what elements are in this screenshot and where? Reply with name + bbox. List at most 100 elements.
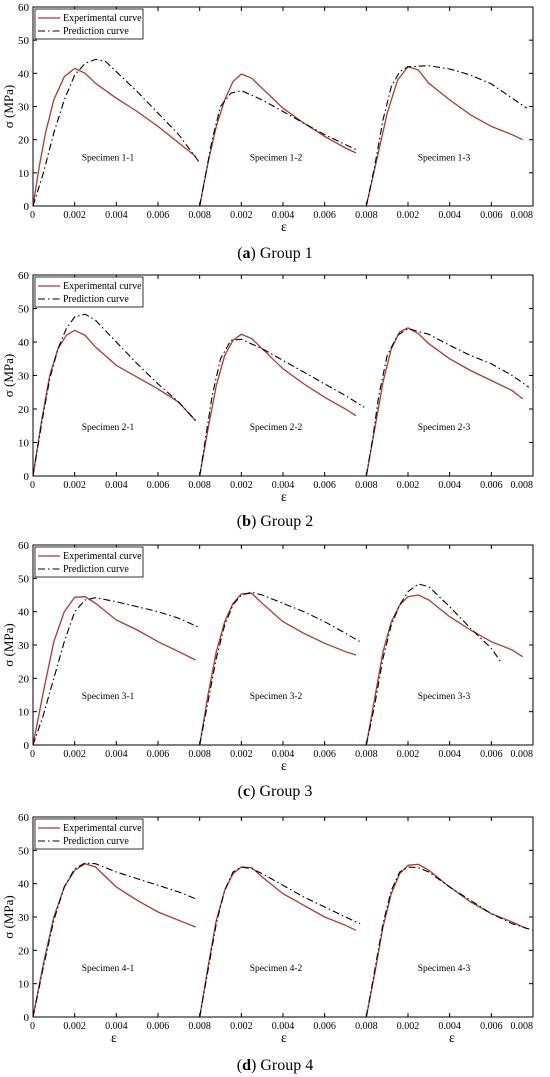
x-axis-label: ε	[281, 1031, 287, 1046]
x-tick-label: 0.008	[355, 749, 378, 760]
specimen-label: Specimen 4-2	[250, 964, 303, 974]
x-axis-label: ε	[281, 490, 287, 505]
x-tick-label: 0.004	[272, 749, 295, 760]
caption-paren-open: (	[237, 245, 242, 262]
prediction-curve	[199, 90, 357, 207]
legend-label-prediction: Prediction curve	[63, 26, 129, 37]
specimen-label: Specimen 2-2	[250, 423, 303, 433]
x-tick-label: 0	[30, 210, 35, 221]
caption-letter: a	[243, 245, 251, 262]
panel-caption: (c) Group 3	[238, 783, 313, 800]
legend-label-experimental: Experimental curve	[63, 551, 142, 562]
x-tick-label: 0.004	[105, 480, 128, 491]
experimental-curve	[32, 862, 196, 1018]
x-tick-label: 0.002	[63, 210, 86, 221]
panel-caption: (b) Group 2	[237, 513, 313, 530]
caption-letter: d	[242, 1057, 251, 1074]
x-tick-label: 0.008	[355, 1021, 378, 1032]
caption-letter: b	[242, 513, 251, 530]
x-tick-label: 0.004	[272, 1021, 295, 1032]
y-tick-label: 20	[18, 673, 30, 685]
y-tick-label: 30	[18, 371, 30, 383]
caption-paren-close: )	[250, 783, 255, 800]
caption-text: Group 2	[256, 513, 313, 530]
y-tick-label: 0	[24, 471, 30, 483]
y-tick-label: 50	[18, 573, 30, 585]
prediction-curve	[199, 338, 365, 477]
y-tick-label: 40	[18, 68, 30, 80]
x-tick-label: 0.002	[397, 480, 420, 491]
x-tick-label: 0.008	[511, 749, 534, 760]
x-tick-label: 0.008	[355, 480, 378, 491]
x-tick-label: 0.008	[188, 749, 211, 760]
y-tick-label: 10	[18, 707, 30, 719]
x-tick-label: 0.002	[397, 749, 420, 760]
x-tick-label: 0.004	[272, 210, 295, 221]
specimen-label: Specimen 2-1	[82, 423, 135, 433]
prediction-curve	[32, 58, 201, 207]
y-axis-label: σ (MPa)	[1, 623, 16, 666]
y-tick-label: 40	[18, 879, 30, 891]
specimen-label: Specimen 2-3	[418, 423, 471, 433]
x-tick-label: 0.004	[438, 480, 461, 491]
x-tick-label: 0.002	[230, 210, 253, 221]
y-tick-label: 0	[24, 201, 30, 213]
prediction-curve	[365, 583, 503, 746]
legend-label-prediction: Prediction curve	[63, 836, 129, 847]
x-tick-label: 0.006	[147, 749, 170, 760]
caption-paren-open: (	[237, 1057, 242, 1074]
x-tick-label: 0.006	[313, 480, 336, 491]
prediction-curve	[365, 328, 530, 477]
specimen-label: Specimen 1-3	[418, 153, 471, 163]
x-tick-label: 0.002	[230, 480, 253, 491]
x-tick-label: 0.006	[147, 480, 170, 491]
x-tick-label: 0.004	[438, 749, 461, 760]
caption-text: Group 1	[256, 245, 313, 262]
x-tick-label: 0.002	[397, 210, 420, 221]
legend: Experimental curve Prediction curve	[34, 818, 144, 850]
y-tick-label: 30	[18, 640, 30, 652]
x-tick-label: 0.006	[480, 210, 503, 221]
specimen-label: Specimen 4-3	[418, 964, 471, 974]
y-tick-label: 60	[18, 812, 30, 824]
legend: Experimental curve Prediction curve	[34, 546, 144, 578]
y-tick-label: 30	[18, 912, 30, 924]
experimental-curve	[199, 866, 357, 1018]
y-tick-label: 20	[18, 945, 30, 957]
x-tick-label: 0.002	[63, 749, 86, 760]
x-tick-label: 0.008	[188, 210, 211, 221]
x-tick-label: 0.002	[63, 480, 86, 491]
x-axis-label: ε	[111, 1031, 117, 1046]
experimental-curve	[365, 594, 523, 746]
x-tick-label: 0.002	[397, 1021, 420, 1032]
legend-label-experimental: Experimental curve	[63, 281, 142, 292]
caption-paren-close: )	[251, 1057, 256, 1074]
specimen-label: Specimen 4-1	[82, 964, 135, 974]
x-tick-label: 0.006	[313, 1021, 336, 1032]
legend-label-experimental: Experimental curve	[63, 823, 142, 834]
x-tick-label: 0.006	[313, 210, 336, 221]
specimen-label: Specimen 3-3	[418, 692, 471, 702]
y-tick-label: 10	[18, 979, 30, 991]
caption-letter: c	[243, 783, 250, 800]
y-tick-label: 30	[18, 102, 30, 114]
y-tick-label: 60	[18, 540, 30, 552]
y-tick-label: 20	[18, 404, 30, 416]
legend: Experimental curve Prediction curve	[34, 8, 144, 40]
x-tick-label: 0.004	[105, 749, 128, 760]
panel-caption: (a) Group 1	[237, 245, 313, 262]
prediction-curve	[365, 866, 534, 1018]
y-tick-label: 0	[24, 1012, 30, 1024]
x-tick-label: 0.004	[438, 210, 461, 221]
legend: Experimental curve Prediction curve	[34, 276, 144, 308]
x-axis-label: ε	[281, 759, 287, 774]
x-tick-label: 0.008	[511, 1021, 534, 1032]
x-tick-label: 0	[30, 1021, 35, 1032]
x-tick-label: 0	[30, 749, 35, 760]
x-tick-label: 0.008	[511, 480, 534, 491]
specimen-label: Specimen 3-2	[250, 692, 303, 702]
prediction-curve	[365, 65, 528, 207]
x-tick-label: 0.004	[105, 1021, 128, 1032]
x-axis-label: ε	[449, 1031, 455, 1046]
